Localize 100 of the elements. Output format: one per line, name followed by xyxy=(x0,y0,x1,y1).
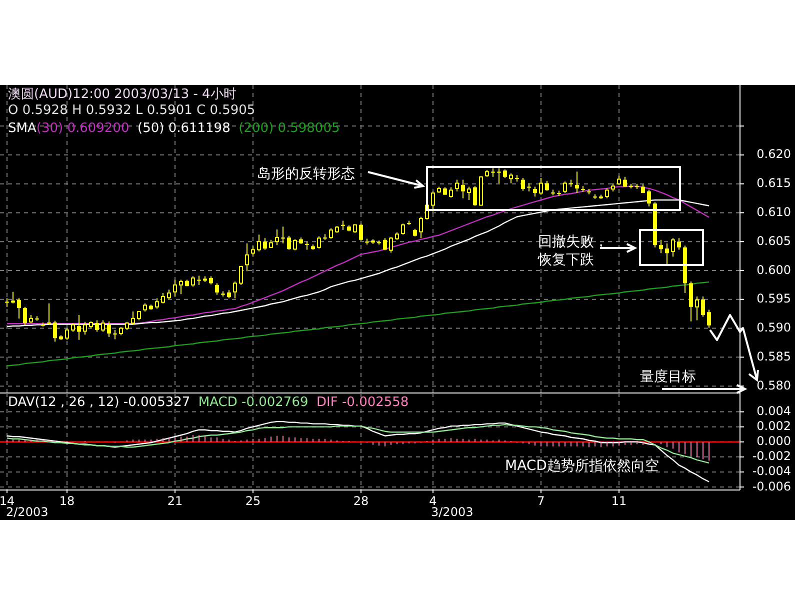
y-tick-label: 0.590 xyxy=(756,320,791,335)
x-tick-label: 21 xyxy=(167,494,183,508)
candlestick xyxy=(497,168,501,184)
candlestick xyxy=(281,226,285,244)
candlestick xyxy=(389,236,393,254)
text: (200) 0.598005 xyxy=(230,121,340,136)
candlestick xyxy=(173,279,177,297)
line-series xyxy=(6,281,710,366)
candlestick xyxy=(575,171,579,194)
candlestick xyxy=(539,178,543,196)
candlestick xyxy=(161,292,165,304)
y-tick-label: -0.004 xyxy=(752,464,791,478)
candlestick xyxy=(275,228,279,246)
annotation: MACD趋势所指依然向空 xyxy=(505,458,659,474)
y-tick-label: -0.002 xyxy=(752,449,791,464)
candlestick xyxy=(23,306,27,326)
candlestick xyxy=(701,296,705,318)
candlestick xyxy=(545,180,549,192)
candlestick xyxy=(359,223,363,241)
candlestick xyxy=(287,235,291,250)
text: 2/2003 xyxy=(6,505,48,519)
y-tick-label: 0.600 xyxy=(756,262,791,277)
candlestick xyxy=(293,238,297,251)
candlestick xyxy=(419,216,423,239)
candlestick xyxy=(383,238,387,251)
candlestick xyxy=(101,320,105,332)
candlestick xyxy=(491,168,495,178)
y-tick-label: 0.615 xyxy=(756,176,791,190)
text: O 0.5928 H 0.5932 L 0.5901 C 0.5905 xyxy=(8,103,256,118)
candlestick xyxy=(251,246,255,256)
x-tick-label: 25 xyxy=(245,494,261,508)
candlestick xyxy=(563,181,567,194)
candlestick xyxy=(467,186,471,200)
candlestick xyxy=(47,302,51,326)
candlestick xyxy=(665,242,669,266)
y-tick-label: 0.605 xyxy=(756,234,791,248)
candlestick xyxy=(215,282,219,296)
annotation: 岛形的反转形态 xyxy=(257,166,355,182)
candlestick xyxy=(401,223,405,236)
candlestick xyxy=(53,320,57,342)
y-tick-label: 0.000 xyxy=(756,434,791,448)
candlestick xyxy=(455,179,459,192)
candlestick xyxy=(65,328,69,340)
legend-title: SMA xyxy=(8,121,36,136)
candlestick xyxy=(689,280,693,322)
candlestick xyxy=(521,178,525,192)
x-tick-label: 28 xyxy=(353,494,369,508)
y-tick-label: 0.610 xyxy=(756,204,791,219)
candlestick xyxy=(11,291,15,304)
candlestick xyxy=(449,186,453,198)
candlestick xyxy=(17,298,21,319)
y-tick-label: 0.620 xyxy=(756,147,791,162)
candlestick xyxy=(659,239,663,254)
text: 3/2003 xyxy=(431,505,474,519)
candlestick xyxy=(77,314,81,340)
candlestick xyxy=(155,298,159,310)
y-tick-label: 0.580 xyxy=(756,378,791,392)
candlestick xyxy=(239,265,243,286)
x-tick-label: 18 xyxy=(59,494,75,508)
candlestick xyxy=(131,311,135,326)
series-label: MACD -0.002769 xyxy=(190,395,308,410)
text: DIF -0.002558 xyxy=(308,395,409,410)
y-tick-label: 0.004 xyxy=(756,404,791,418)
candlestick xyxy=(167,289,171,300)
candlestick xyxy=(107,320,111,338)
candlestick xyxy=(533,186,537,198)
y-tick-label: 0.585 xyxy=(756,349,791,364)
candlestick xyxy=(695,296,699,321)
annotation: 量度目标 xyxy=(640,369,696,385)
candlestick xyxy=(263,238,267,250)
chart-title: 澳圆(AUD)12:00 2003/03/13 - 4小时 xyxy=(8,87,236,102)
candlestick xyxy=(671,238,675,258)
candlestick xyxy=(461,179,465,199)
candlestick xyxy=(617,175,621,186)
candlestick xyxy=(473,186,477,206)
x-tick-label: 4 xyxy=(429,494,437,508)
x-tick-label: 7 xyxy=(537,494,545,508)
candlestick xyxy=(233,280,237,299)
candlestick xyxy=(509,172,513,184)
y-tick-label: -0.006 xyxy=(752,479,791,494)
candlestick xyxy=(197,275,201,286)
candlestick xyxy=(431,190,435,212)
series-label: DAV(12 , 26 , 12) -0.005327 xyxy=(8,395,190,410)
candlestick xyxy=(83,321,87,336)
text: (50) 0.611198 xyxy=(129,121,230,136)
candlestick xyxy=(647,189,651,207)
x-tick-label: 14 xyxy=(0,494,15,508)
candlestick xyxy=(605,188,609,199)
candlestick xyxy=(341,220,345,231)
annotation: 恢复下跌 xyxy=(537,252,594,268)
candlestick xyxy=(179,279,183,295)
candlestick xyxy=(707,309,711,328)
candlestick xyxy=(329,228,333,240)
x-tick-label: 11 xyxy=(611,494,627,508)
y-tick-label: 0.002 xyxy=(756,419,791,434)
candlestick xyxy=(527,182,531,192)
candlestick xyxy=(677,238,681,250)
candlestick xyxy=(191,276,195,288)
y-tick-label: 0.595 xyxy=(756,292,791,306)
text: (30) 0.609200 xyxy=(36,121,130,136)
